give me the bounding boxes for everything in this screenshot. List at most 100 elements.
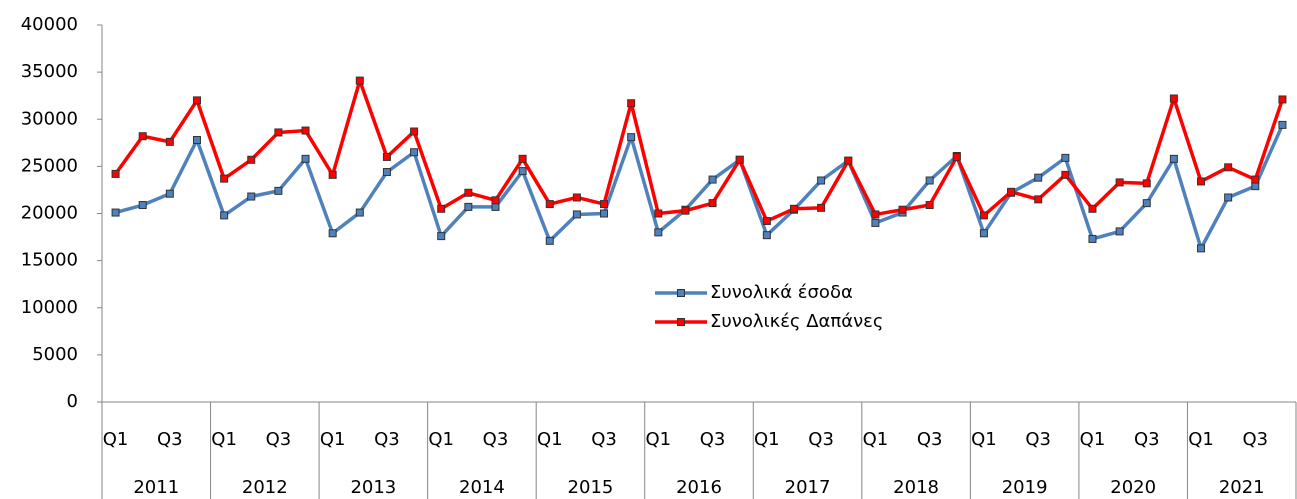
marker — [111, 169, 120, 178]
x-tick-label: Q1 — [211, 429, 237, 450]
marker — [572, 210, 581, 219]
group-label: 2020 — [1110, 477, 1156, 498]
marker — [1224, 163, 1233, 172]
marker — [1251, 175, 1260, 184]
marker — [491, 196, 500, 205]
marker — [1251, 182, 1260, 191]
marker — [111, 208, 120, 217]
x-tick-label: Q3 — [157, 429, 183, 450]
marker — [979, 229, 988, 238]
x-tick-label: Q3 — [700, 429, 726, 450]
marker — [871, 218, 880, 227]
group-label: 2011 — [133, 477, 179, 498]
x-tick-label: Q1 — [320, 429, 346, 450]
x-tick-label: Q1 — [645, 429, 671, 450]
series-line — [114, 78, 1285, 223]
marker — [681, 206, 690, 215]
x-tick-label: Q1 — [1188, 429, 1214, 450]
marker — [1169, 154, 1178, 163]
group-label: 2012 — [242, 477, 288, 498]
marker — [410, 127, 419, 136]
marker — [165, 189, 174, 198]
y-tick-label: 15000 — [21, 250, 78, 271]
y-tick-label: 10000 — [21, 297, 78, 318]
marker — [844, 156, 853, 165]
marker — [1197, 244, 1206, 253]
marker — [491, 202, 500, 211]
group-label: 2016 — [676, 477, 722, 498]
marker — [274, 128, 283, 137]
marker — [437, 232, 446, 241]
marker — [925, 201, 934, 210]
marker — [627, 99, 636, 108]
marker — [355, 208, 364, 217]
x-tick-label: Q1 — [971, 429, 997, 450]
x-tick-label: Q3 — [1025, 429, 1051, 450]
x-tick-label: Q1 — [428, 429, 454, 450]
marker — [627, 133, 636, 142]
marker — [735, 155, 744, 164]
group-label: 2021 — [1219, 477, 1265, 498]
marker — [817, 203, 826, 212]
marker — [382, 152, 391, 161]
marker — [437, 204, 446, 213]
marker — [979, 211, 988, 220]
marker — [328, 170, 337, 179]
x-tick-label: Q3 — [808, 429, 834, 450]
marker — [192, 135, 201, 144]
marker — [1115, 178, 1124, 187]
marker — [355, 76, 364, 85]
marker — [1224, 193, 1233, 202]
marker — [518, 167, 527, 176]
marker — [301, 126, 310, 135]
y-tick-label: 5000 — [32, 344, 78, 365]
marker — [410, 148, 419, 157]
marker — [817, 176, 826, 185]
group-label: 2014 — [459, 477, 505, 498]
marker — [789, 204, 798, 213]
marker — [708, 175, 717, 184]
marker — [518, 154, 527, 163]
y-tick-label: 20000 — [21, 203, 78, 224]
marker — [138, 201, 147, 210]
marker — [328, 229, 337, 238]
x-tick-label: Q1 — [754, 429, 780, 450]
marker — [220, 211, 229, 220]
y-tick-label: 25000 — [21, 155, 78, 176]
x-tick-label: Q3 — [1134, 429, 1160, 450]
marker — [1169, 94, 1178, 103]
marker — [464, 188, 473, 197]
legend-label: Συνολικές Δαπάνες — [710, 311, 883, 332]
group-label: 2018 — [893, 477, 939, 498]
marker — [1007, 187, 1016, 196]
marker — [1142, 199, 1151, 208]
legend-marker — [677, 289, 685, 297]
marker — [220, 174, 229, 183]
marker — [654, 228, 663, 237]
marker — [545, 200, 554, 209]
marker — [1088, 234, 1097, 243]
marker — [1034, 173, 1043, 182]
marker — [1278, 95, 1287, 104]
group-label: 2019 — [1002, 477, 1048, 498]
y-tick-label: 30000 — [21, 108, 78, 129]
marker — [545, 236, 554, 245]
marker — [898, 205, 907, 214]
marker — [952, 152, 961, 161]
marker — [600, 209, 609, 218]
x-tick-label: Q1 — [537, 429, 563, 450]
marker — [301, 154, 310, 163]
marker — [247, 192, 256, 201]
marker — [138, 132, 147, 141]
marker — [1034, 195, 1043, 204]
x-tick-label: Q3 — [266, 429, 292, 450]
marker — [600, 200, 609, 209]
y-tick-label: 0 — [67, 391, 78, 412]
marker — [871, 210, 880, 219]
marker — [1197, 177, 1206, 186]
marker — [382, 168, 391, 177]
marker — [274, 186, 283, 195]
legend-marker — [677, 318, 685, 326]
series-line — [115, 124, 1285, 251]
